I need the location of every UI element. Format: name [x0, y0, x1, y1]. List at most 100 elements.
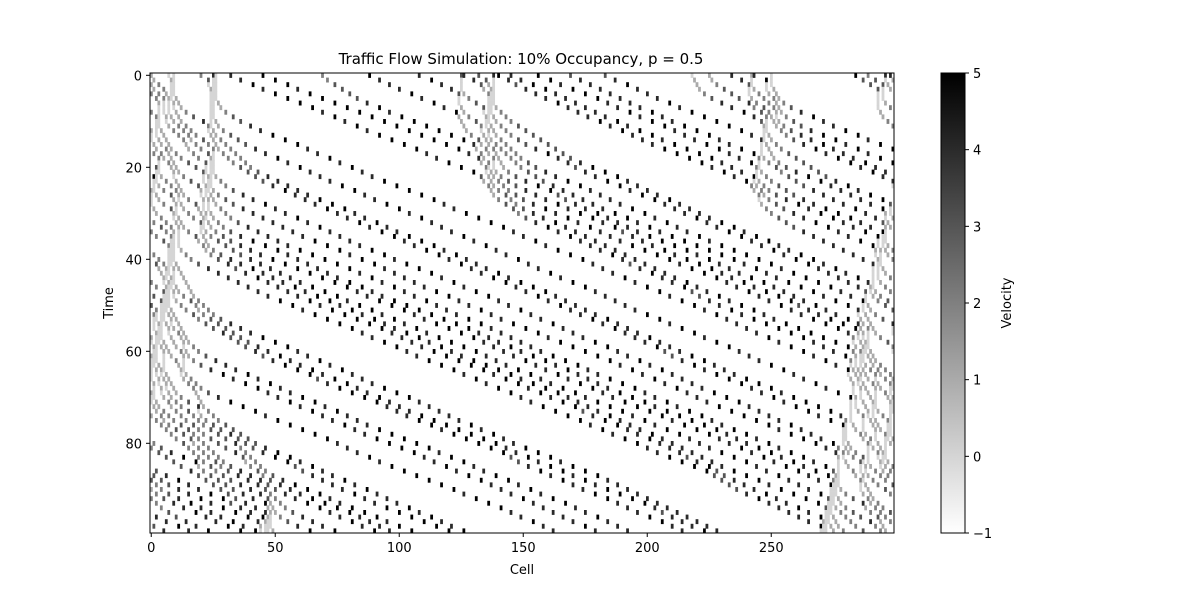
heatmap-cell	[199, 192, 203, 198]
heatmap-cell	[261, 270, 265, 276]
heatmap-cell	[554, 293, 558, 299]
colorbar-tick-label: 3	[973, 220, 981, 235]
heatmap-cell	[157, 450, 161, 456]
heatmap-cell	[675, 151, 679, 157]
heatmap-cell	[688, 436, 691, 442]
heatmap-cell	[174, 514, 178, 520]
heatmap-cell	[489, 326, 493, 331]
heatmap-cell	[784, 464, 788, 469]
heatmap-cell	[727, 142, 731, 147]
heatmap-cell	[861, 349, 865, 354]
heatmap-cell	[239, 528, 243, 534]
heatmap-cell	[626, 528, 629, 534]
heatmap-cell	[152, 523, 156, 529]
heatmap-cell	[641, 372, 644, 377]
heatmap-cell	[819, 514, 823, 520]
heatmap-cell	[574, 303, 577, 308]
heatmap-cell	[715, 275, 719, 281]
heatmap-cell	[745, 326, 748, 331]
heatmap-cell	[854, 362, 858, 368]
heatmap-cell	[715, 82, 719, 88]
heatmap-cell	[187, 339, 190, 345]
heatmap-cell	[504, 376, 508, 382]
heatmap-cell	[244, 160, 248, 166]
heatmap-cell	[192, 151, 195, 157]
heatmap-cell	[450, 132, 453, 138]
heatmap-cell	[209, 491, 213, 497]
heatmap-cell	[209, 105, 213, 111]
heatmap-cell	[772, 86, 776, 92]
heatmap-cell	[224, 482, 228, 488]
heatmap-cell	[256, 385, 260, 391]
heatmap-cell	[881, 114, 885, 120]
heatmap-cell	[241, 404, 245, 410]
heatmap-cell	[199, 399, 203, 405]
heatmap-cell	[407, 128, 411, 134]
heatmap-cell	[184, 335, 188, 341]
heatmap-cell	[318, 224, 322, 230]
heatmap-cell	[209, 211, 213, 216]
heatmap-cell	[884, 224, 887, 230]
heatmap-cell	[209, 169, 213, 175]
heatmap-cell	[584, 169, 587, 175]
heatmap-cell	[187, 353, 190, 359]
heatmap-cell	[874, 215, 877, 221]
heatmap-cell	[207, 128, 210, 134]
heatmap-cell	[851, 155, 855, 161]
heatmap-cell	[264, 445, 267, 451]
heatmap-cell	[670, 234, 674, 239]
heatmap-cell	[891, 160, 895, 166]
heatmap-cell	[192, 385, 195, 391]
heatmap-cell	[296, 215, 300, 221]
heatmap-cell	[760, 169, 763, 175]
heatmap-cell	[162, 303, 166, 308]
heatmap-cell	[715, 372, 719, 377]
heatmap-cell	[881, 96, 885, 101]
heatmap-cell	[154, 96, 158, 101]
heatmap-cell	[209, 114, 213, 120]
heatmap-cell	[591, 316, 595, 322]
heatmap-cell	[871, 445, 875, 451]
heatmap-cell	[762, 155, 766, 161]
heatmap-cell	[157, 155, 161, 161]
plot-frame	[149, 72, 895, 534]
heatmap-cell	[522, 496, 525, 502]
heatmap-cell	[626, 82, 629, 88]
heatmap-cell	[641, 137, 644, 143]
heatmap-cell	[876, 234, 880, 239]
heatmap-cell	[881, 266, 885, 272]
heatmap-cell	[182, 431, 186, 437]
heatmap-cell	[807, 487, 810, 492]
heatmap-cell	[182, 206, 186, 212]
heatmap-cell	[529, 312, 533, 318]
heatmap-cell	[264, 523, 267, 529]
heatmap-cell	[670, 280, 674, 285]
heatmap-cell	[871, 422, 875, 428]
heatmap-cell	[822, 119, 825, 124]
heatmap-cell	[750, 238, 753, 244]
heatmap-cell	[224, 243, 228, 249]
heatmap-cell	[487, 335, 491, 341]
heatmap-cell	[509, 132, 513, 138]
heatmap-cell	[159, 224, 163, 230]
heatmap-cell	[417, 307, 421, 313]
heatmap-cell	[301, 395, 305, 400]
heatmap-cell	[184, 349, 188, 354]
heatmap-cell	[874, 358, 877, 364]
heatmap-cell	[529, 372, 533, 377]
heatmap-cell	[460, 86, 463, 92]
heatmap-cell	[745, 252, 748, 258]
heatmap-cell	[162, 96, 166, 101]
heatmap-cell	[497, 178, 500, 184]
heatmap-cell	[370, 174, 374, 180]
heatmap-cell	[212, 109, 215, 115]
heatmap-cell	[154, 169, 158, 175]
heatmap-cell	[792, 192, 796, 198]
heatmap-cell	[261, 353, 265, 359]
heatmap-cell	[685, 454, 689, 460]
heatmap-cell	[832, 500, 835, 506]
heatmap-cell	[174, 358, 178, 364]
heatmap-cell	[767, 132, 771, 138]
heatmap-cell	[154, 123, 158, 129]
heatmap-cell	[202, 119, 205, 124]
